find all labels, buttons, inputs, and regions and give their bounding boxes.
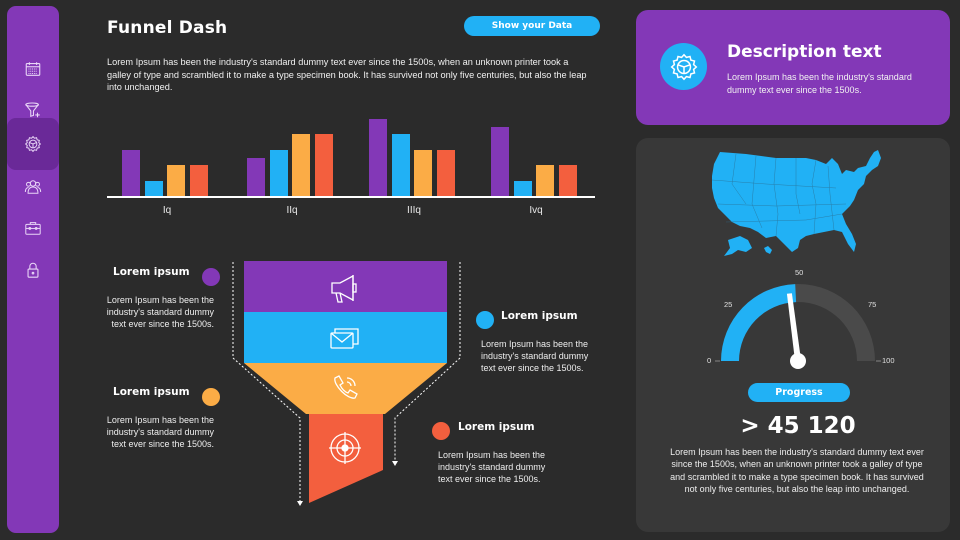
sidebar-item-users[interactable] [7, 161, 59, 213]
stats-description: Lorem Ipsum has been the industry's stan… [670, 447, 924, 495]
users-icon [24, 180, 42, 194]
briefcase-icon [25, 222, 41, 235]
callout-text-2: Lorem Ipsum has been the industry's stan… [481, 339, 589, 374]
callout-dot-purple [202, 268, 220, 286]
bar-IIIq-3 [414, 149, 432, 196]
gauge-label-100: 100 [882, 356, 895, 365]
usa-map [711, 150, 881, 256]
gauge-label-75: 75 [868, 300, 877, 309]
page-title: Funnel Dash [107, 18, 228, 38]
calendar-icon [25, 62, 41, 76]
bar-Iq-2 [144, 180, 163, 196]
chart-baseline [107, 196, 595, 198]
gauge-label-25: 25 [724, 300, 733, 309]
callout-text-1: Lorem Ipsum has been the industry's stan… [106, 295, 214, 330]
bar-IIq-2 [269, 149, 288, 196]
bar-Ivq-2 [513, 180, 532, 196]
callout-dot-red [432, 422, 450, 440]
phone-icon [334, 375, 358, 399]
sidebar-item-calendar[interactable] [7, 43, 59, 95]
envelope-icon [330, 328, 359, 349]
callout-text-4: Lorem Ipsum has been the industry's stan… [438, 450, 546, 485]
sidebar-item-briefcase[interactable] [7, 202, 59, 254]
intro-text: Lorem Ipsum has been the industry's stan… [107, 57, 587, 92]
callout-dot-blue [476, 311, 494, 329]
callout-text-3: Lorem Ipsum has been the industry's stan… [106, 415, 214, 450]
sidebar-item-lock[interactable] [7, 244, 59, 296]
bar-IIIq-1 [369, 119, 387, 196]
bar-IIq-4 [314, 134, 333, 196]
category-label: Ivq [529, 205, 543, 216]
bar-Iq-3 [167, 165, 185, 196]
big-number: > 45 120 [740, 413, 856, 439]
category-label: IIq [286, 205, 298, 216]
callout-dot-orange [202, 388, 220, 406]
funnel-add-icon [25, 102, 40, 118]
callout-title-1: Lorem ipsum [113, 266, 190, 278]
description-card: Description text Lorem Ipsum has been th… [636, 10, 950, 125]
lock-icon [27, 262, 39, 278]
bar-Ivq-1 [491, 126, 509, 196]
bar-Ivq-4 [558, 165, 577, 196]
bar-IIIq-4 [436, 149, 455, 196]
gauge-needle [786, 293, 801, 358]
gauge-label-50: 50 [795, 268, 804, 277]
progress-gauge [715, 284, 881, 369]
category-label: Iq [162, 205, 172, 216]
description-title: Description text [727, 42, 882, 62]
funnel-stage-1 [244, 261, 447, 312]
bar-Iq-1 [122, 149, 140, 196]
bar-IIq-1 [247, 157, 265, 196]
bar-Iq-4 [189, 165, 208, 196]
funnel-diagram [232, 261, 461, 506]
gauge-hub [790, 353, 806, 369]
funnel-stage-3 [244, 363, 447, 414]
callout-title-2: Lorem ipsum [501, 310, 578, 322]
target-icon [329, 432, 361, 464]
sidebar-item-funnel[interactable] [7, 84, 59, 136]
gear-steering-icon [670, 53, 697, 80]
gauge-label-0: 0 [707, 356, 712, 365]
bar-Ivq-3 [536, 165, 554, 196]
bar-IIq-3 [292, 134, 310, 196]
bar-chart: Iq IIq IIIq Ivq [107, 110, 595, 220]
funnel-stage-4 [309, 414, 383, 503]
callout-title-4: Lorem ipsum [458, 421, 535, 433]
megaphone-icon [331, 274, 357, 303]
gear-icon [24, 135, 42, 153]
funnel-stage-2 [244, 312, 447, 363]
sidebar [7, 6, 59, 533]
bar-IIIq-2 [391, 134, 410, 196]
callout-title-3: Lorem ipsum [113, 386, 190, 398]
progress-button[interactable]: Progress [748, 383, 850, 402]
description-text: Lorem Ipsum has been the industry's stan… [727, 72, 912, 95]
category-label: IIIq [407, 205, 421, 216]
sidebar-item-settings[interactable] [7, 118, 59, 170]
description-icon-badge [660, 43, 707, 90]
show-data-button[interactable]: Show your Data [464, 16, 600, 36]
